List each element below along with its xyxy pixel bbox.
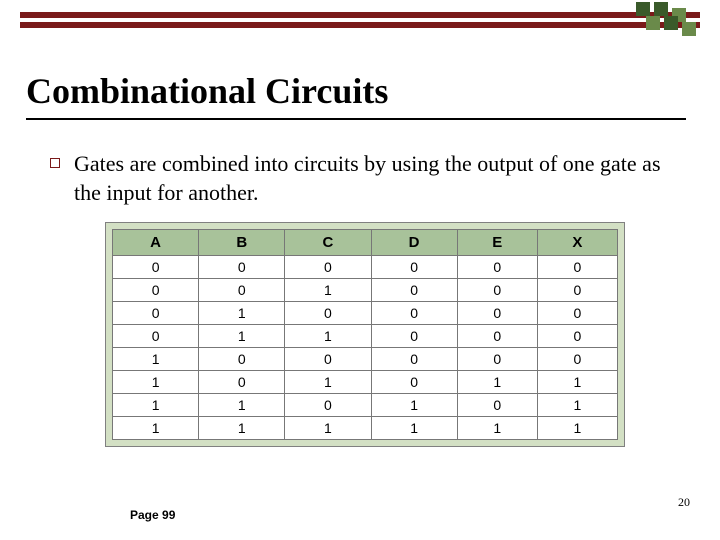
- table-cell: 0: [199, 348, 285, 371]
- table-cell: 0: [371, 371, 457, 394]
- table-cell: 1: [285, 279, 371, 302]
- table-cell: 0: [537, 279, 617, 302]
- table-cell: 0: [457, 302, 537, 325]
- table-cell: 0: [457, 348, 537, 371]
- body-bullet-row: Gates are combined into circuits by usin…: [50, 150, 670, 207]
- table-header-row: ABCDEX: [113, 230, 618, 256]
- table-row: 100000: [113, 348, 618, 371]
- table-cell: 1: [285, 325, 371, 348]
- table-row: 010000: [113, 302, 618, 325]
- table-cell: 0: [199, 256, 285, 279]
- table-cell: 0: [371, 256, 457, 279]
- table-cell: 1: [113, 417, 199, 440]
- truth-table: ABCDEX 000000001000010000011000100000101…: [112, 229, 618, 440]
- table-cell: 0: [537, 348, 617, 371]
- table-cell: 0: [371, 302, 457, 325]
- table-cell: 0: [113, 279, 199, 302]
- accent-square: [664, 16, 678, 30]
- table-cell: 1: [537, 394, 617, 417]
- table-row: 110101: [113, 394, 618, 417]
- table-cell: 1: [199, 325, 285, 348]
- table-cell: 1: [199, 417, 285, 440]
- page-reference: Page 99: [130, 508, 175, 522]
- table-cell: 1: [199, 394, 285, 417]
- table-row: 000000: [113, 256, 618, 279]
- table-cell: 1: [113, 394, 199, 417]
- table-header-cell: A: [113, 230, 199, 256]
- accent-line-2: [20, 22, 700, 28]
- accent-square: [636, 2, 650, 16]
- table-cell: 1: [537, 371, 617, 394]
- table-cell: 0: [457, 325, 537, 348]
- table-body: 0000000010000100000110001000001010111101…: [113, 256, 618, 440]
- table-cell: 1: [537, 417, 617, 440]
- table-row: 101011: [113, 371, 618, 394]
- table-row: 001000: [113, 279, 618, 302]
- table-cell: 0: [113, 325, 199, 348]
- table-cell: 0: [285, 394, 371, 417]
- accent-square: [654, 2, 668, 16]
- table-header-cell: C: [285, 230, 371, 256]
- accent-square: [646, 16, 660, 30]
- table-cell: 0: [537, 256, 617, 279]
- table-cell: 0: [113, 302, 199, 325]
- table-cell: 1: [113, 371, 199, 394]
- table-cell: 0: [285, 256, 371, 279]
- table-cell: 1: [371, 394, 457, 417]
- accent-line-1: [20, 12, 700, 18]
- table-cell: 0: [113, 256, 199, 279]
- table-row: 111111: [113, 417, 618, 440]
- table-cell: 0: [457, 279, 537, 302]
- truth-table-container: ABCDEX 000000001000010000011000100000101…: [105, 222, 625, 447]
- table-cell: 0: [371, 279, 457, 302]
- table-cell: 0: [285, 302, 371, 325]
- slide-title: Combinational Circuits: [26, 70, 686, 120]
- bullet-icon: [50, 158, 60, 168]
- table-header-cell: B: [199, 230, 285, 256]
- table-cell: 0: [199, 371, 285, 394]
- table-cell: 1: [285, 371, 371, 394]
- table-cell: 0: [457, 256, 537, 279]
- table-header-cell: E: [457, 230, 537, 256]
- table-header-cell: X: [537, 230, 617, 256]
- table-cell: 0: [285, 348, 371, 371]
- table-cell: 0: [371, 325, 457, 348]
- table-cell: 1: [199, 302, 285, 325]
- table-header-cell: D: [371, 230, 457, 256]
- accent-square: [682, 22, 696, 36]
- slide-number: 20: [678, 495, 690, 510]
- table-cell: 0: [199, 279, 285, 302]
- table-cell: 1: [457, 371, 537, 394]
- table-cell: 0: [537, 325, 617, 348]
- table-row: 011000: [113, 325, 618, 348]
- table-cell: 0: [537, 302, 617, 325]
- top-accent: [0, 0, 720, 40]
- table-cell: 1: [285, 417, 371, 440]
- table-cell: 0: [371, 348, 457, 371]
- table-cell: 1: [371, 417, 457, 440]
- table-cell: 1: [457, 417, 537, 440]
- table-cell: 1: [113, 348, 199, 371]
- body-text: Gates are combined into circuits by usin…: [74, 150, 670, 207]
- table-cell: 0: [457, 394, 537, 417]
